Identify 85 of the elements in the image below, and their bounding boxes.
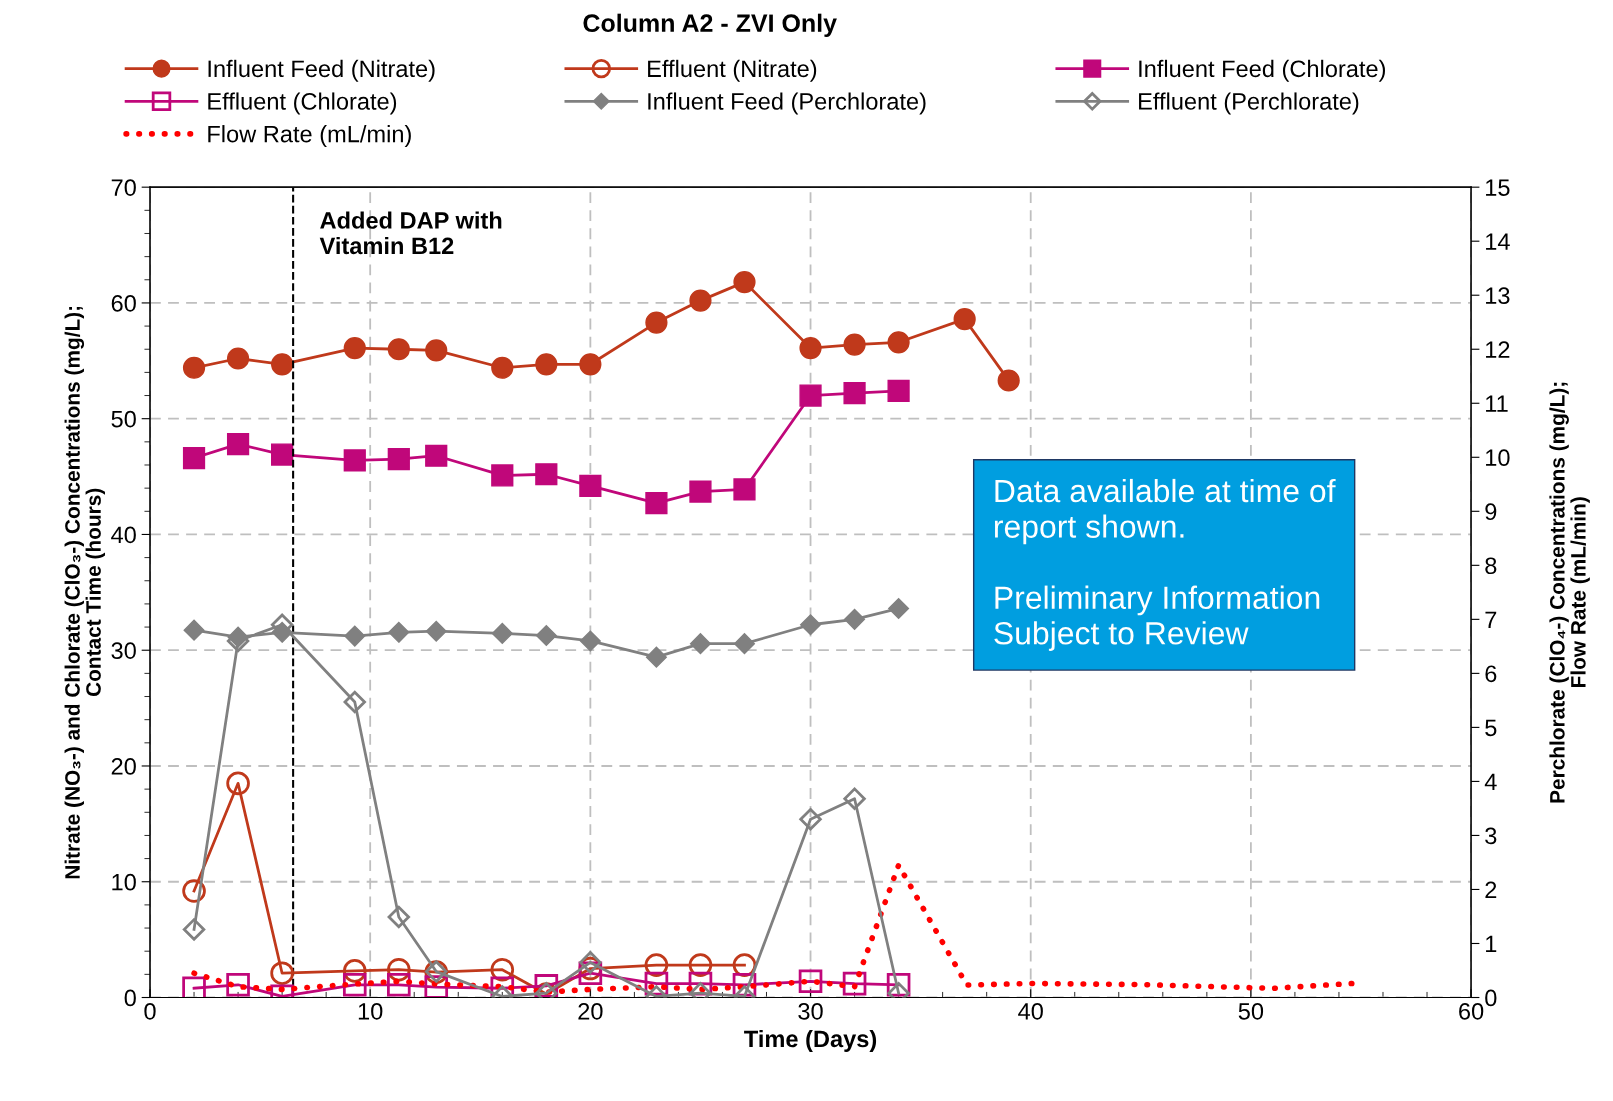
point: [491, 464, 514, 487]
y2-tick-label: 4: [1484, 773, 1497, 790]
ref-line-label: Added DAP with Vitamin B12: [319, 211, 502, 255]
point: [343, 449, 366, 472]
point: [689, 480, 712, 503]
y-tick-label: 70: [111, 179, 136, 196]
y-tick-label: 0: [124, 989, 136, 1007]
x-tick-label: 60: [1459, 1002, 1484, 1020]
point: [182, 976, 206, 998]
point: [342, 972, 367, 997]
y-tick-label: 10: [112, 873, 136, 891]
y2-tick-label: 3: [1485, 827, 1497, 845]
point: [579, 353, 602, 376]
y-axis-title: Nitrate (NO₃-) and Chlorate (ClO₃-) Concentrations (mg/L); Contact Time (hours): [64, 306, 105, 879]
x-tick-label: 30: [798, 1002, 823, 1020]
point: [387, 338, 410, 361]
legend-label: Effluent (Nitrate): [648, 59, 817, 82]
point: [733, 270, 756, 294]
point: [843, 382, 866, 405]
y2-tick-label: 0: [1485, 989, 1497, 1007]
x-axis-title: Time (Days): [744, 1029, 877, 1052]
point: [689, 289, 712, 312]
legend-label: Influent Feed (Chlorate): [1139, 59, 1386, 82]
point: [887, 331, 910, 354]
y2-tick-label: 10: [1486, 449, 1510, 467]
point: [645, 311, 668, 334]
point: [182, 879, 206, 903]
y-tick-label: 20: [111, 758, 136, 775]
y2-tick-label: 8: [1485, 557, 1497, 575]
legend-label: Effluent (Chlorate): [208, 92, 397, 115]
y2-tick-label: 1: [1486, 935, 1497, 953]
y2-axis-title: Perchlorate (ClO₄-) Concentrations (mg/L); Flow Rate (mL/min): [1549, 382, 1590, 803]
point: [535, 353, 558, 376]
y2-tick-label: 11: [1486, 395, 1508, 412]
legend-label: Flow Rate (mL/min): [208, 125, 411, 148]
point: [491, 356, 514, 379]
y2-tick-label: 9: [1485, 503, 1497, 521]
point: [798, 969, 823, 994]
x-tick-label: 50: [1238, 1002, 1264, 1020]
y-tick-label: 60: [111, 295, 136, 312]
y-tick-label: 30: [111, 642, 136, 660]
point: [226, 347, 250, 370]
point: [271, 443, 294, 466]
point: [270, 961, 294, 985]
point: [535, 463, 558, 486]
x-tick-label: 40: [1018, 1002, 1043, 1020]
chart-title: Column A2 - ZVI Only: [583, 13, 837, 37]
point: [226, 433, 250, 456]
point: [733, 478, 756, 501]
point: [182, 356, 206, 379]
point: [342, 959, 367, 983]
point: [271, 353, 294, 376]
legend-label: Influent Feed (Nitrate): [208, 59, 435, 82]
legend-label: Influent Feed (Perchlorate): [648, 92, 926, 115]
y2-tick-label: 13: [1486, 287, 1510, 304]
point: [997, 369, 1020, 392]
y2-tick-label: 6: [1485, 665, 1497, 683]
point: [387, 972, 411, 997]
point: [953, 308, 976, 331]
point: [226, 972, 250, 997]
x-tick-label: 0: [144, 1002, 156, 1020]
y2-tick-label: 15: [1486, 179, 1510, 196]
legend-label: Effluent (Perchlorate): [1139, 92, 1359, 115]
y2-tick-label: 5: [1485, 719, 1497, 737]
point: [843, 333, 866, 356]
point: [387, 448, 410, 471]
point: [226, 771, 250, 796]
y2-tick-label: 7: [1485, 611, 1497, 628]
text: Data available at time of report shown. Preliminary Information Subject to Review: [994, 478, 1336, 651]
y2-tick-label: 12: [1486, 341, 1510, 358]
point: [799, 336, 822, 360]
x-tick-label: 10: [358, 1002, 383, 1020]
point: [579, 474, 602, 497]
point: [799, 384, 822, 407]
point: [182, 446, 206, 470]
point: [343, 336, 366, 360]
y-tick-label: 50: [111, 410, 136, 428]
x-tick-label: 20: [578, 1002, 603, 1020]
point: [425, 444, 448, 467]
y2-tick-label: 14: [1486, 233, 1510, 250]
y-tick-label: 40: [111, 526, 136, 544]
point: [425, 339, 448, 362]
point: [887, 379, 910, 403]
y2-tick-label: 2: [1485, 881, 1497, 899]
point: [645, 492, 668, 515]
